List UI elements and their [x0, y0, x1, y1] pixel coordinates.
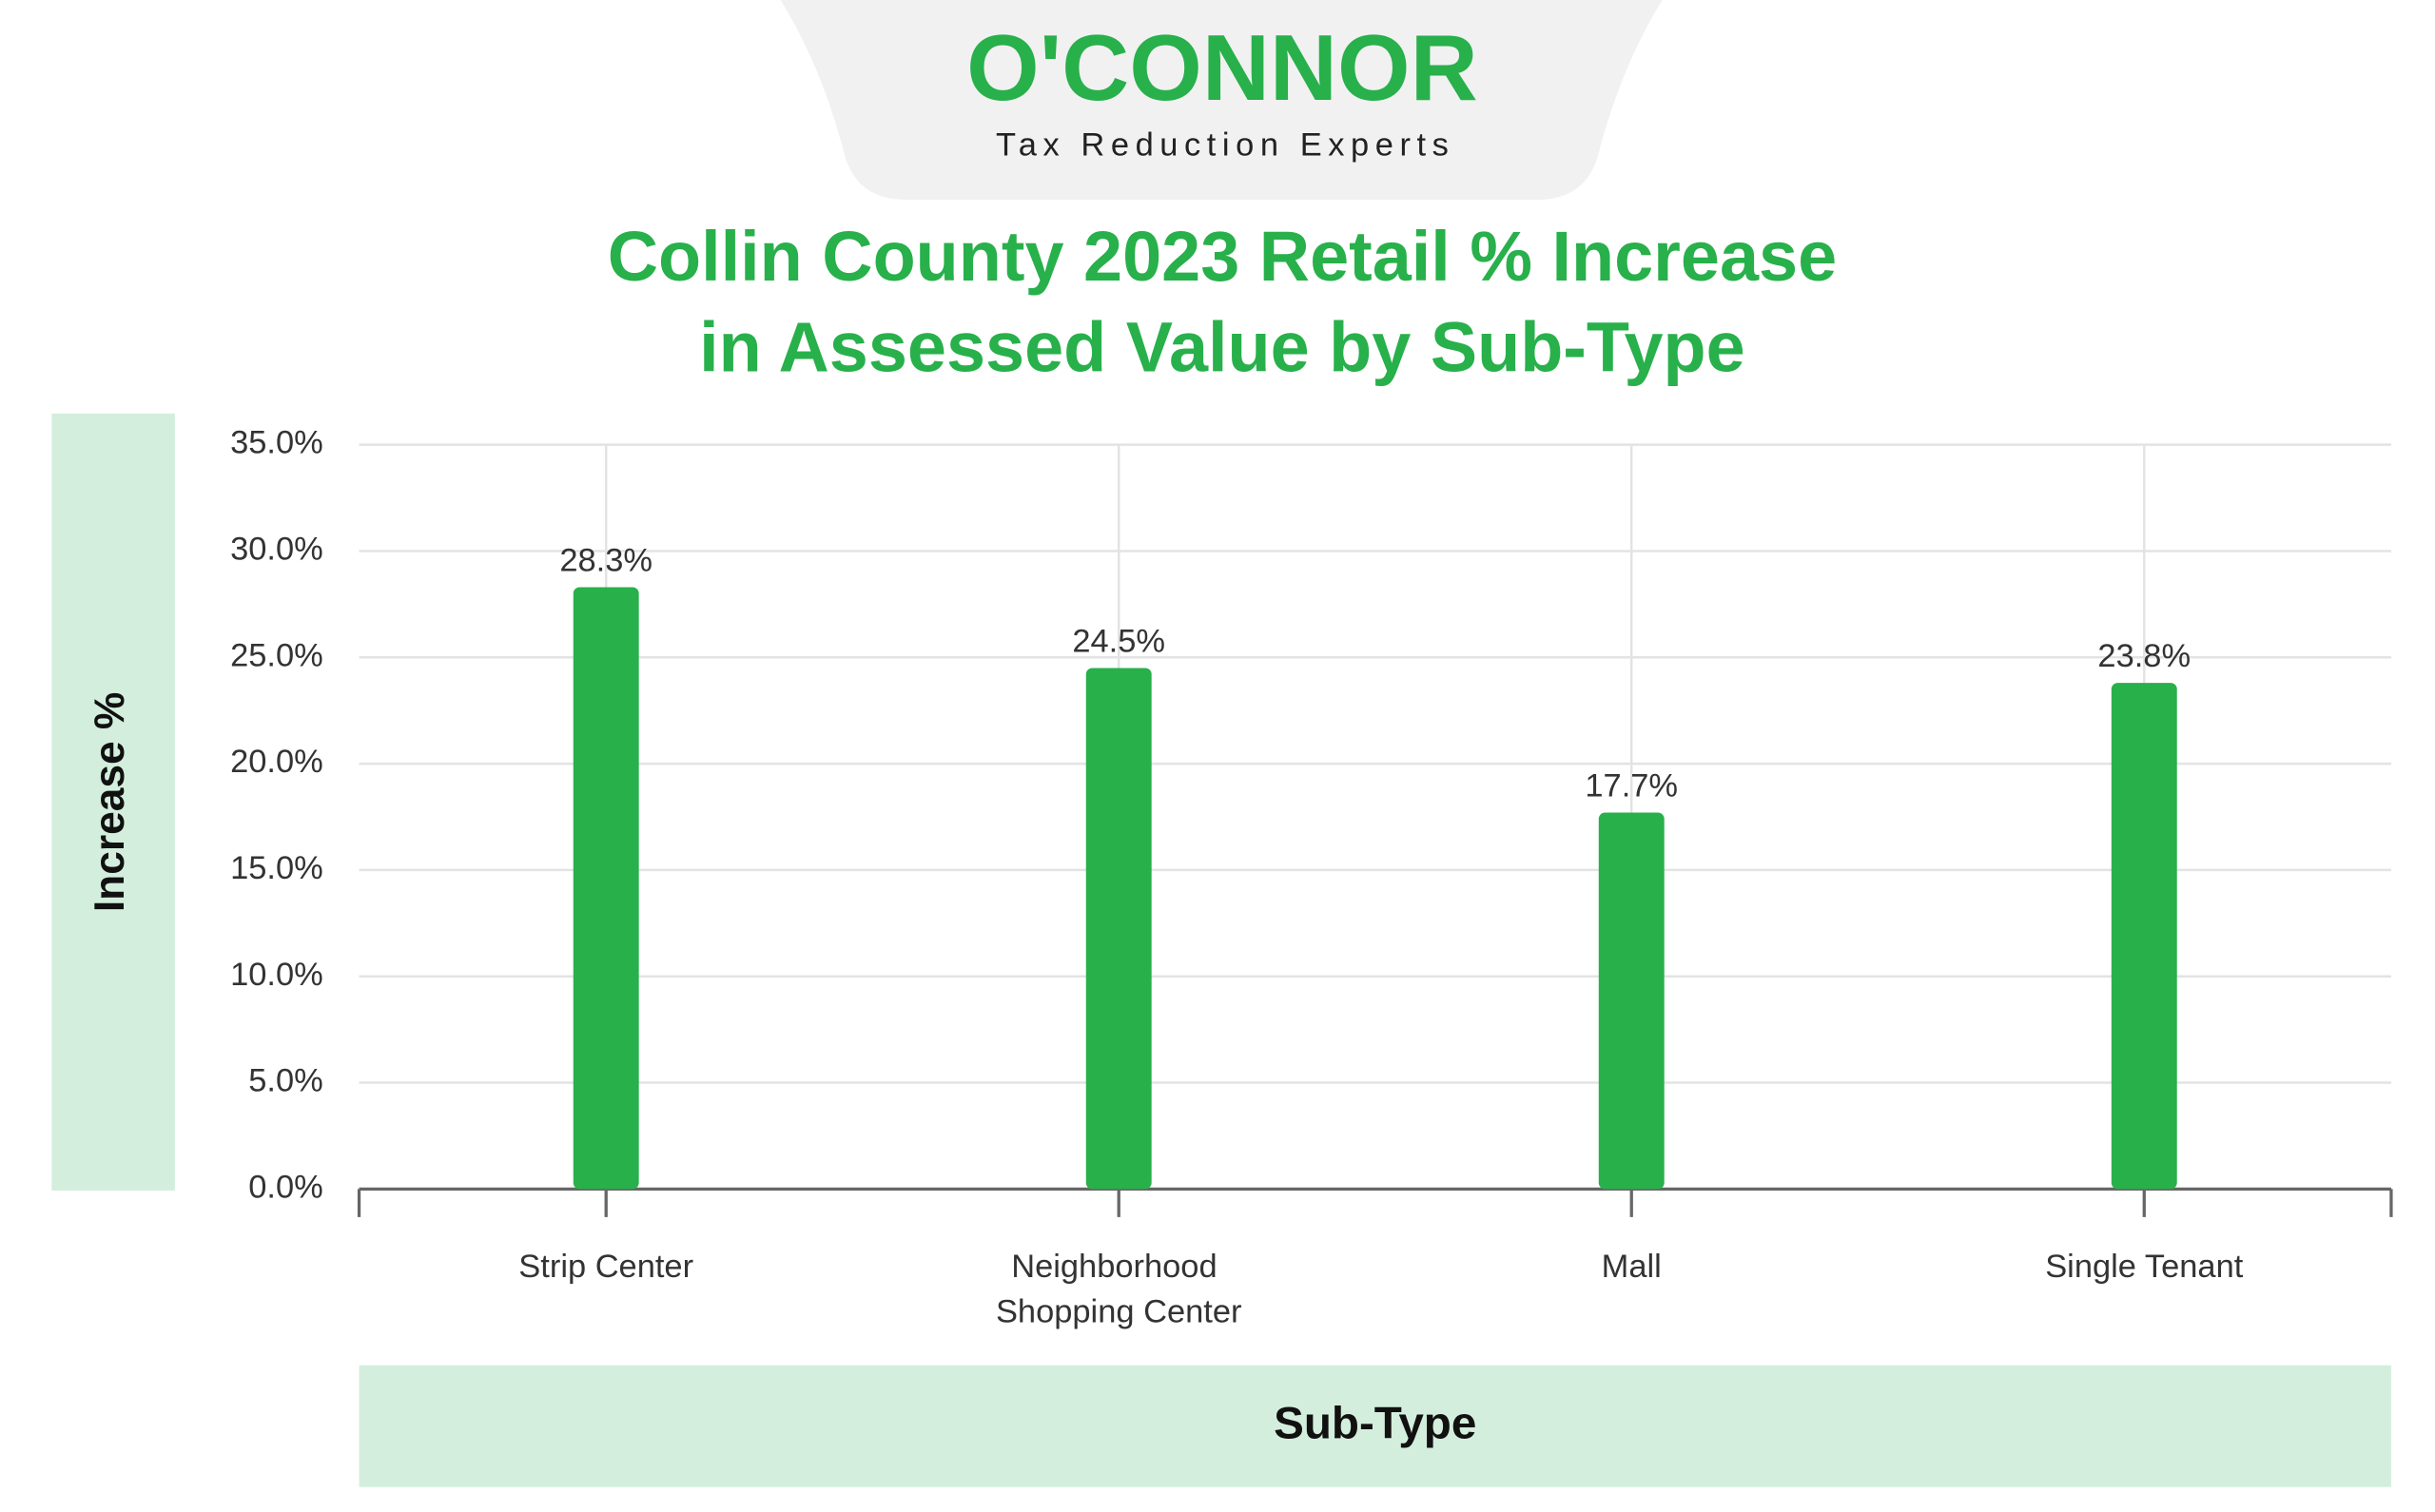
- chart-title: in Assessed Value by Sub-Type: [699, 307, 1745, 386]
- y-axis-label: Increase %: [87, 692, 133, 912]
- bar: [1085, 668, 1152, 1190]
- x-tick-label: Strip Center: [518, 1249, 693, 1285]
- x-tick-label: Mall: [1602, 1249, 1662, 1285]
- bar: [573, 587, 639, 1190]
- data-label: 24.5%: [1072, 623, 1165, 659]
- bar: [2111, 683, 2177, 1190]
- y-tick-label: 10.0%: [230, 957, 323, 993]
- x-tick-label: Neighborhood Shopping Center: [996, 1249, 1241, 1330]
- y-tick-label: 0.0%: [248, 1169, 323, 1205]
- y-tick-label: 20.0%: [230, 744, 323, 780]
- y-tick-label: 5.0%: [248, 1063, 323, 1099]
- x-label-box: [359, 1365, 2391, 1487]
- data-label: 28.3%: [559, 542, 653, 578]
- y-tick-label: 15.0%: [230, 850, 323, 886]
- data-label: 23.8%: [2097, 638, 2191, 674]
- x-axis-label: Sub-Type: [1274, 1398, 1476, 1448]
- x-tick-label: Single Tenant: [2045, 1249, 2244, 1285]
- logo-background: [780, 0, 1663, 201]
- logo: O'CONNOR: [966, 15, 1477, 120]
- tagline: Tax Reduction Experts: [996, 126, 1454, 163]
- y-tick-label: 25.0%: [230, 637, 323, 673]
- y-tick-label: 30.0%: [230, 532, 323, 568]
- chart-title: Collin County 2023 Retail % Increase: [608, 217, 1837, 296]
- data-label: 17.7%: [1585, 767, 1678, 804]
- y-label-box: [51, 413, 175, 1191]
- bar: [1598, 812, 1665, 1190]
- y-tick-label: 35.0%: [230, 425, 323, 461]
